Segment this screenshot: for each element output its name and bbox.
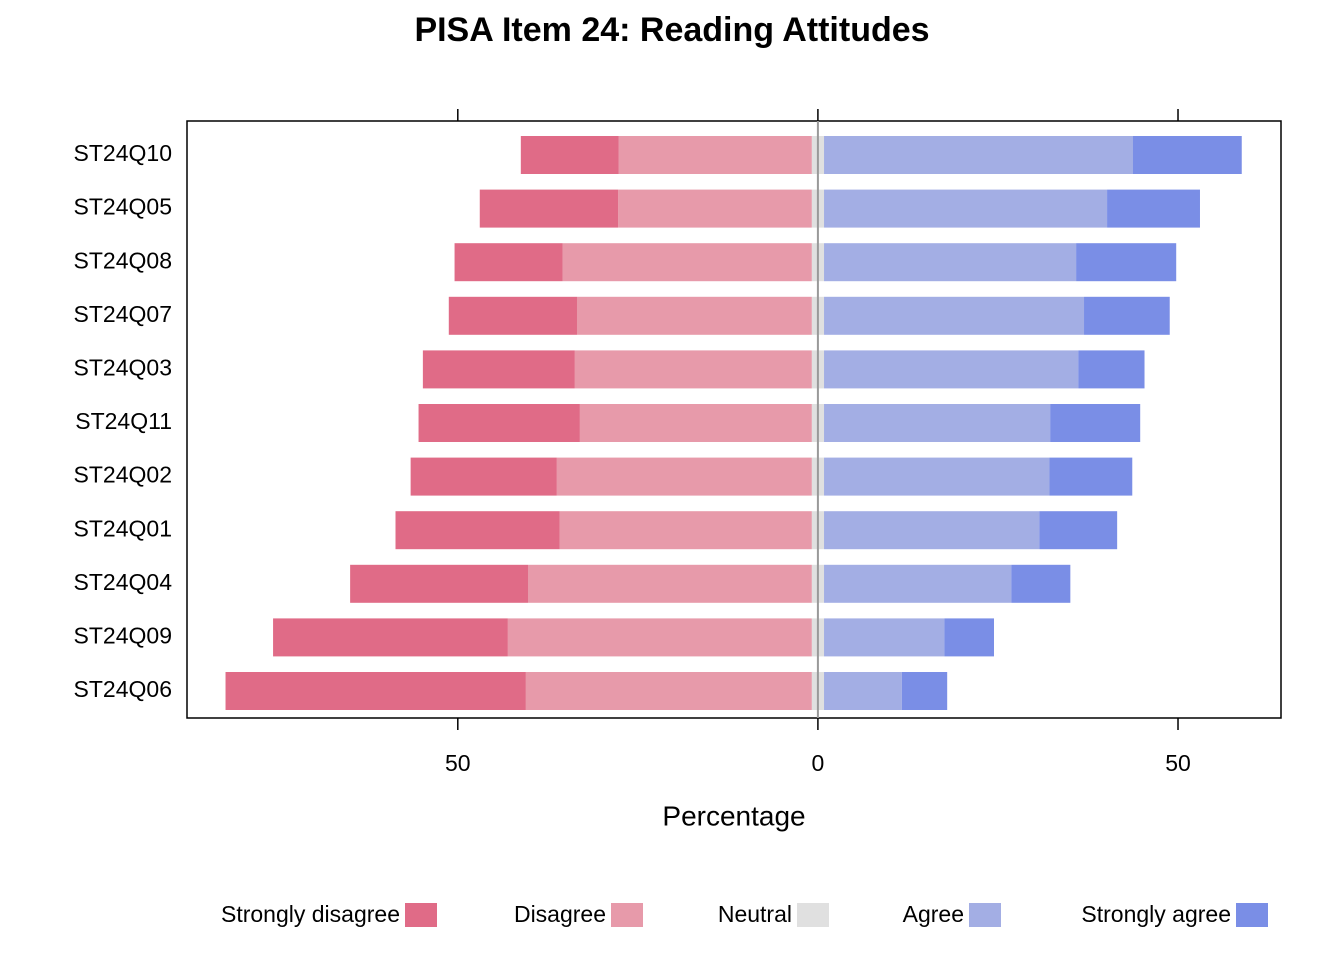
bar-segment: [525, 672, 812, 710]
legend-label: Strongly agree: [1081, 901, 1231, 927]
bar-segment: [520, 136, 619, 174]
y-tick-label: ST24Q08: [74, 247, 172, 273]
bar-segment: [901, 672, 948, 710]
bar-segment: [1039, 511, 1118, 550]
bar-segment: [579, 404, 812, 442]
bar-segment: [576, 296, 812, 335]
legend-label: Neutral: [718, 901, 792, 927]
y-tick-label: ST24Q02: [74, 462, 172, 488]
bar-segment: [410, 457, 557, 496]
y-tick-label: ST24Q10: [74, 140, 172, 166]
y-tick-label: ST24Q06: [74, 676, 172, 702]
bar-segment: [225, 672, 526, 710]
bar-segment: [1011, 564, 1071, 603]
bar-segment: [528, 564, 812, 603]
bar-segment: [824, 189, 1108, 228]
legend-swatch: [797, 903, 829, 927]
bar-segment: [824, 296, 1085, 335]
bar-segment: [824, 404, 1051, 442]
y-tick-label: ST24Q11: [75, 408, 172, 434]
bar-segment: [824, 350, 1079, 389]
y-tick-label: ST24Q01: [74, 515, 172, 541]
bar-segment: [824, 136, 1133, 174]
bar-segment: [559, 511, 812, 550]
bar-segment: [944, 618, 994, 657]
plot-frame: [186, 120, 1282, 719]
y-tick-label: ST24Q07: [74, 301, 172, 327]
bar-segment: [507, 618, 812, 657]
bar-segment: [824, 564, 1012, 603]
bar-segment: [824, 243, 1077, 282]
bar-segment: [273, 618, 508, 657]
chart-title: PISA Item 24: Reading Attitudes: [414, 11, 929, 49]
bar-segment: [824, 618, 945, 657]
bar-segment: [574, 350, 812, 389]
bar-segment: [350, 564, 529, 603]
x-axis-title: Percentage: [662, 800, 805, 831]
legend-swatch: [405, 903, 437, 927]
bar-segment: [1107, 189, 1200, 228]
bar-segment: [448, 296, 577, 335]
bar-segment: [562, 243, 812, 282]
x-tick-label: 0: [812, 750, 825, 776]
legend-label: Strongly disagree: [221, 901, 400, 927]
bar-segment: [824, 672, 902, 710]
bar-segment: [618, 189, 812, 228]
bar-segment: [479, 189, 619, 228]
bar-segment: [1132, 136, 1242, 174]
bar-segment: [418, 404, 580, 442]
bar-segment: [824, 511, 1040, 550]
y-tick-label: ST24Q09: [74, 622, 172, 648]
y-tick-label: ST24Q04: [74, 569, 173, 595]
bar-segment: [1084, 296, 1170, 335]
bar-segment: [1050, 404, 1141, 442]
y-tick-label: ST24Q05: [74, 194, 172, 220]
bar-segment: [1049, 457, 1133, 496]
bar-segment: [824, 457, 1050, 496]
bar-segment: [618, 136, 812, 174]
x-tick-label: 50: [445, 750, 471, 776]
legend-swatch: [969, 903, 1001, 927]
legend-label: Agree: [903, 901, 964, 927]
legend-label: Disagree: [514, 901, 606, 927]
legend-swatch: [1236, 903, 1268, 927]
bar-segment: [1078, 350, 1145, 389]
legend-swatch: [611, 903, 643, 927]
bar-segment: [556, 457, 812, 496]
y-tick-label: ST24Q03: [74, 354, 172, 380]
x-tick-label: 50: [1165, 750, 1191, 776]
bar-segment: [1076, 243, 1177, 282]
bar-segment: [454, 243, 563, 282]
bar-segment: [395, 511, 560, 550]
bar-segment: [422, 350, 575, 389]
